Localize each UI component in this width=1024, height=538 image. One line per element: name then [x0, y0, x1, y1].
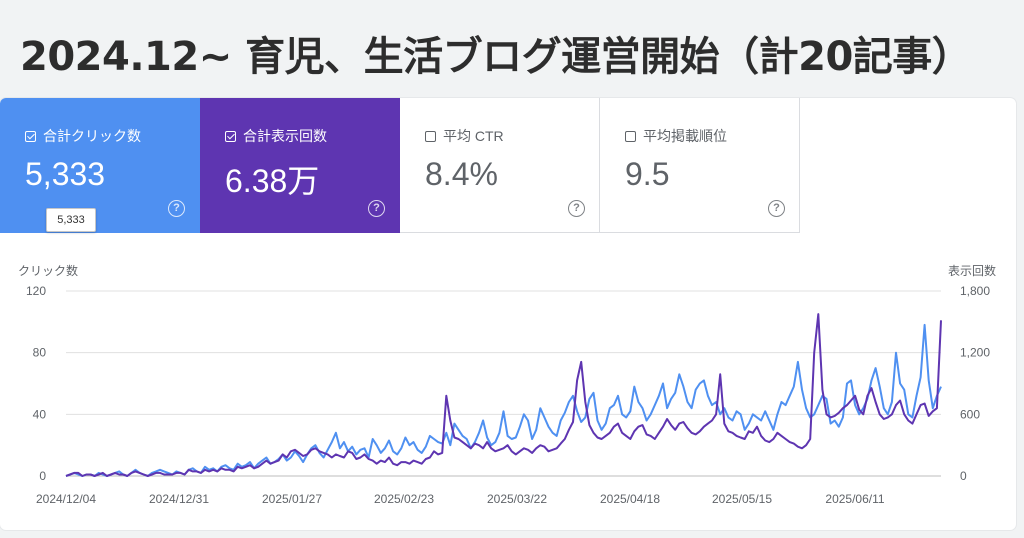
y-right-tick-label: 1,800 [960, 284, 990, 298]
page-title: 2024.12~ 育児、生活ブログ運営開始（計20記事） [20, 34, 972, 80]
metric-value: 5,333 [25, 156, 106, 192]
checkbox-checked-icon[interactable] [25, 130, 36, 142]
y-right-tick-label: 0 [960, 469, 967, 483]
performance-panel: 合計クリック数 5,333 ? 合計表示回数 6.38万 ? 平均 CTR 8.… [0, 98, 1016, 530]
x-tick-label: 2025/02/23 [374, 492, 434, 506]
metric-label: 平均 CTR [443, 128, 504, 144]
metric-value: 9.5 [625, 156, 670, 192]
metric-card-total-impressions[interactable]: 合計表示回数 6.38万 ? [200, 98, 400, 233]
metric-value: 8.4% [425, 156, 498, 192]
metric-cards: 合計クリック数 5,333 ? 合計表示回数 6.38万 ? 平均 CTR 8.… [0, 98, 800, 233]
y-left-tick-label: 80 [33, 346, 47, 360]
y-left-tick-label: 0 [39, 469, 46, 483]
metric-card-average-ctr[interactable]: 平均 CTR 8.4% ? [400, 98, 600, 233]
series-line-clicks [65, 323, 942, 477]
chart-series [65, 313, 942, 477]
x-tick-label: 2025/03/22 [487, 492, 547, 506]
chart-tick-labels: 0 0 40 600 80 1,200 120 1,800 2024/12/04 2024/12/… [26, 284, 990, 506]
metric-card-total-clicks[interactable]: 合計クリック数 5,333 ? [0, 98, 200, 233]
metric-card-average-position[interactable]: 平均掲載順位 9.5 ? [600, 98, 800, 233]
y-right-tick-label: 1,200 [960, 346, 990, 360]
metric-label: 平均掲載順位 [643, 128, 727, 144]
y-right-tick-label: 600 [960, 407, 980, 421]
checkbox-unchecked-icon[interactable] [425, 130, 436, 142]
y-axis-right-title: 表示回数 [948, 264, 997, 278]
metric-label: 合計クリック数 [43, 128, 141, 144]
x-tick-label: 2024/12/31 [149, 492, 209, 506]
x-tick-label: 2025/05/15 [712, 492, 772, 506]
metric-value: 6.38万 [225, 163, 320, 199]
y-left-tick-label: 40 [33, 407, 47, 421]
help-icon[interactable]: ? [368, 200, 385, 217]
x-tick-label: 2025/06/11 [825, 492, 884, 506]
series-line-impressions [65, 313, 942, 477]
metric-label: 合計表示回数 [243, 128, 327, 144]
help-icon[interactable]: ? [768, 200, 785, 217]
x-tick-label: 2025/01/27 [262, 492, 322, 506]
checkbox-checked-icon[interactable] [225, 130, 236, 142]
help-icon[interactable]: ? [168, 200, 185, 217]
value-tooltip: 5,333 [46, 208, 96, 232]
y-axis-left-title: クリック数 [18, 264, 79, 278]
y-left-tick-label: 120 [26, 284, 46, 298]
x-tick-label: 2025/04/18 [600, 492, 660, 506]
checkbox-unchecked-icon[interactable] [625, 130, 636, 142]
help-icon[interactable]: ? [568, 200, 585, 217]
x-tick-label: 2024/12/04 [36, 492, 96, 506]
